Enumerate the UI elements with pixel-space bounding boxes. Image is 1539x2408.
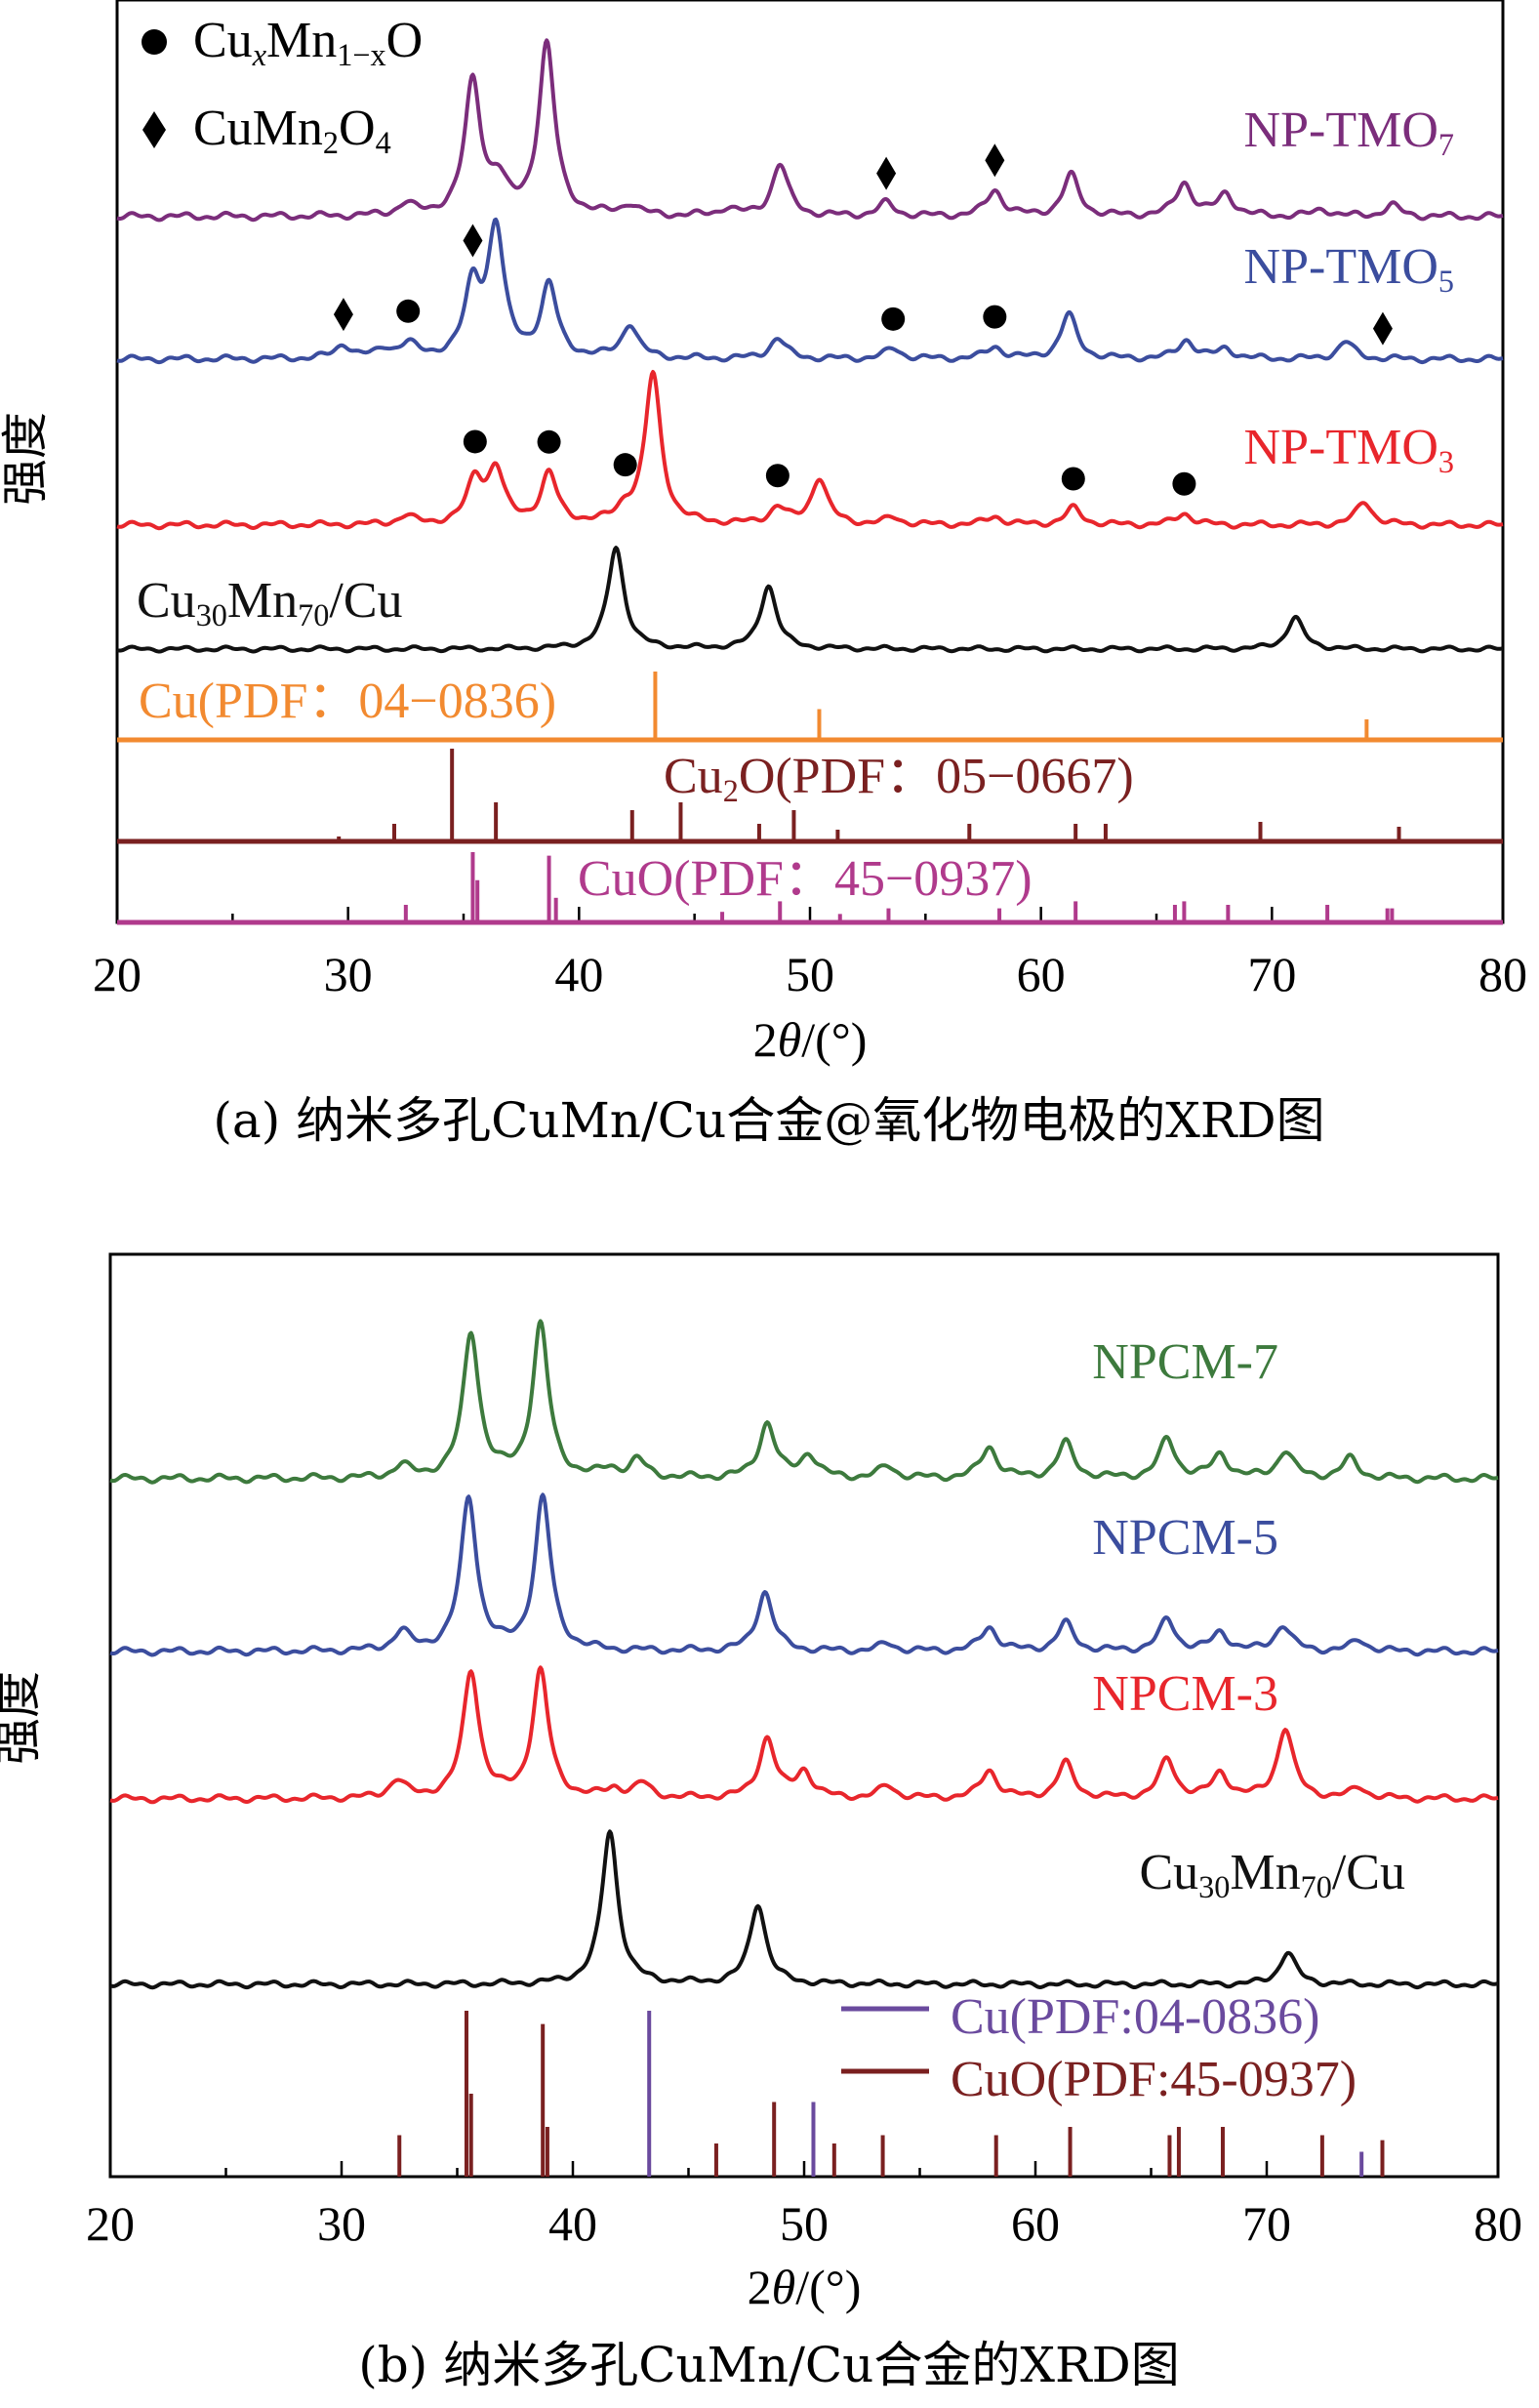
- legend-marker-diamond: [142, 111, 166, 148]
- series-line-np-tmo3: [116, 370, 1504, 531]
- series-line-npcm-5: [109, 1492, 1499, 1657]
- panel-b: 20 30 40 50 60 70 80 2θ/(°) 强度 (b) 纳米多孔CuMn/Cu合金的…: [0, 1252, 1522, 2393]
- reference-cuo-pdf-45-0937: CuO(PDF：45−0937): [117, 851, 1503, 925]
- reference-cu-pdf-04-0836: [647, 2011, 1364, 2177]
- x-tick-label: 30: [317, 2196, 366, 2251]
- phase-marker-circle: [463, 429, 487, 454]
- phase-marker-diamond: [1372, 311, 1393, 346]
- series-label-npcm-5: NPCM-5: [1092, 1510, 1278, 1566]
- y-axis-label: 强度: [0, 412, 53, 506]
- phase-marker-diamond: [463, 224, 483, 258]
- figure-caption: (b) 纳米多孔CuMn/Cu合金的XRD图: [358, 2337, 1179, 2393]
- series-label-npcm-3: NPCM-3: [1092, 1666, 1278, 1722]
- phase-marker-circle: [613, 453, 637, 477]
- series-line-np-tmo7: [116, 38, 1504, 223]
- phase-marker-circle: [396, 299, 421, 323]
- legend: Cu(PDF:04-0836) CuO(PDF:45-0937): [841, 1989, 1357, 2107]
- x-tick-label: 70: [1247, 947, 1296, 1001]
- series-label-npcm-7: NPCM-7: [1092, 1334, 1278, 1390]
- series-line-cu30mn70-cu: [116, 546, 1504, 654]
- legend-marker-circle: [142, 29, 167, 55]
- series-label-np-tmo3: NP-TMO3: [1244, 420, 1454, 479]
- x-axis-label: 2θ/(°): [753, 1012, 868, 1067]
- series-line-cu30mn70-cu: [109, 1829, 1499, 1990]
- series-line-npcm-3: [109, 1665, 1499, 1805]
- series-label-np-tmo5: NP-TMO5: [1244, 239, 1454, 299]
- x-tick-label: 60: [1017, 947, 1066, 1001]
- reference-label: CuO(PDF：45−0937): [578, 851, 1033, 907]
- x-tick-label: 20: [93, 947, 142, 1001]
- x-axis-label: 2θ/(°): [748, 2260, 862, 2314]
- x-axis: 20 30 40 50 60 70 80: [86, 2161, 1522, 2251]
- reference-label: Cu(PDF：04−0836): [139, 673, 556, 729]
- legend-label: Cu(PDF:04-0836): [951, 1989, 1319, 2045]
- reference-cu2o-pdf-05-0667: Cu2O(PDF：05−0667): [117, 749, 1503, 844]
- legend-label: CuMn2O4: [193, 101, 391, 160]
- reference-label: Cu2O(PDF：05−0667): [664, 749, 1134, 808]
- x-tick-label: 80: [1474, 2196, 1522, 2251]
- phase-marker-diamond: [876, 156, 897, 190]
- phase-marker-diamond: [985, 143, 1005, 178]
- x-tick-label: 50: [780, 2196, 829, 2251]
- series-label-cu30mn70-cu: Cu30Mn70/Cu: [1139, 1845, 1405, 1904]
- reference-cuo-pdf-45-0937: [397, 2011, 1385, 2177]
- phase-marker-circle: [881, 306, 906, 331]
- legend-label: CuxMn1−xO: [193, 13, 423, 72]
- phase-marker-circle: [1172, 471, 1196, 496]
- x-tick-label: 30: [324, 947, 373, 1001]
- x-tick-label: 80: [1478, 947, 1527, 1001]
- x-tick-label: 20: [86, 2196, 135, 2251]
- reference-cu-pdf-04-0836: Cu(PDF：04−0836): [117, 672, 1503, 743]
- series-label-np-tmo7: NP-TMO7: [1244, 102, 1454, 162]
- series-line-np-tmo5: [116, 217, 1504, 365]
- phase-marker-diamond: [333, 298, 353, 332]
- x-tick-label: 50: [786, 947, 834, 1001]
- y-axis-label: 强度: [0, 1671, 46, 1765]
- x-axis: 20 30 40 50 60 70 80: [93, 907, 1527, 1001]
- figure-caption: (a) 纳米多孔CuMn/Cu合金@氧化物电极的XRD图: [213, 1092, 1324, 1149]
- phase-marker-circle: [1061, 467, 1085, 491]
- panel-a: 20 30 40 50 60 70 80 2θ/(°) 强度 (a) 纳米多孔CuMn/Cu合金@…: [0, 0, 1527, 1149]
- series-line-npcm-7: [109, 1319, 1499, 1485]
- legend-label: CuO(PDF:45-0937): [951, 2052, 1357, 2107]
- x-tick-label: 60: [1011, 2196, 1060, 2251]
- series-label-cu30mn70-cu: Cu30Mn70/Cu: [137, 573, 403, 633]
- phase-marker-circle: [537, 429, 561, 454]
- x-tick-label: 70: [1242, 2196, 1291, 2251]
- legend: CuxMn1−xO CuMn2O4: [142, 13, 423, 160]
- x-tick-label: 40: [548, 2196, 597, 2251]
- phase-marker-circle: [983, 305, 1007, 329]
- phase-marker-circle: [765, 464, 790, 488]
- x-tick-label: 40: [554, 947, 603, 1001]
